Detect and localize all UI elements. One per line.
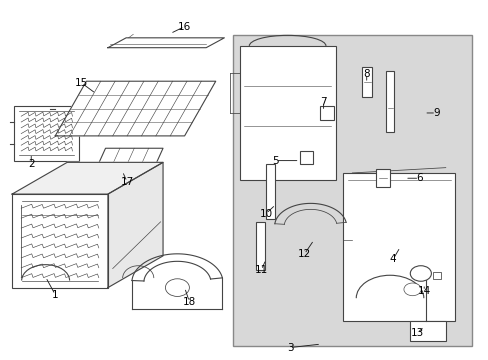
Text: 18: 18	[183, 297, 196, 307]
Text: 5: 5	[272, 156, 278, 166]
Bar	[15, 106, 79, 161]
Text: 8: 8	[363, 69, 369, 79]
Bar	[342, 173, 454, 321]
Text: 1: 1	[52, 290, 59, 300]
Text: 10: 10	[259, 208, 272, 219]
Polygon shape	[108, 162, 163, 288]
Bar	[376, 170, 389, 187]
Text: 17: 17	[120, 177, 133, 187]
Circle shape	[403, 283, 420, 296]
Bar	[385, 71, 394, 132]
Text: 16: 16	[178, 22, 191, 32]
Bar	[299, 151, 312, 164]
Text: 3: 3	[286, 343, 293, 352]
Polygon shape	[12, 162, 163, 194]
Bar	[432, 272, 441, 279]
Bar	[361, 67, 372, 97]
Bar	[232, 35, 471, 346]
Text: 7: 7	[320, 98, 326, 107]
Bar	[265, 164, 274, 219]
Polygon shape	[55, 81, 215, 136]
Text: 11: 11	[254, 265, 267, 275]
Bar	[12, 194, 108, 288]
Text: 2: 2	[28, 159, 35, 169]
Circle shape	[165, 279, 189, 296]
Text: 4: 4	[389, 255, 396, 264]
Bar	[409, 321, 445, 341]
Bar	[239, 46, 335, 180]
Text: 12: 12	[297, 249, 310, 259]
Text: 6: 6	[415, 173, 422, 183]
Text: 13: 13	[409, 328, 423, 338]
Text: 14: 14	[417, 286, 430, 296]
Text: 9: 9	[432, 108, 439, 118]
Bar	[256, 222, 264, 270]
Text: 15: 15	[75, 78, 88, 88]
Polygon shape	[93, 148, 163, 175]
Bar	[320, 106, 333, 120]
Polygon shape	[108, 38, 224, 48]
Circle shape	[409, 266, 430, 281]
